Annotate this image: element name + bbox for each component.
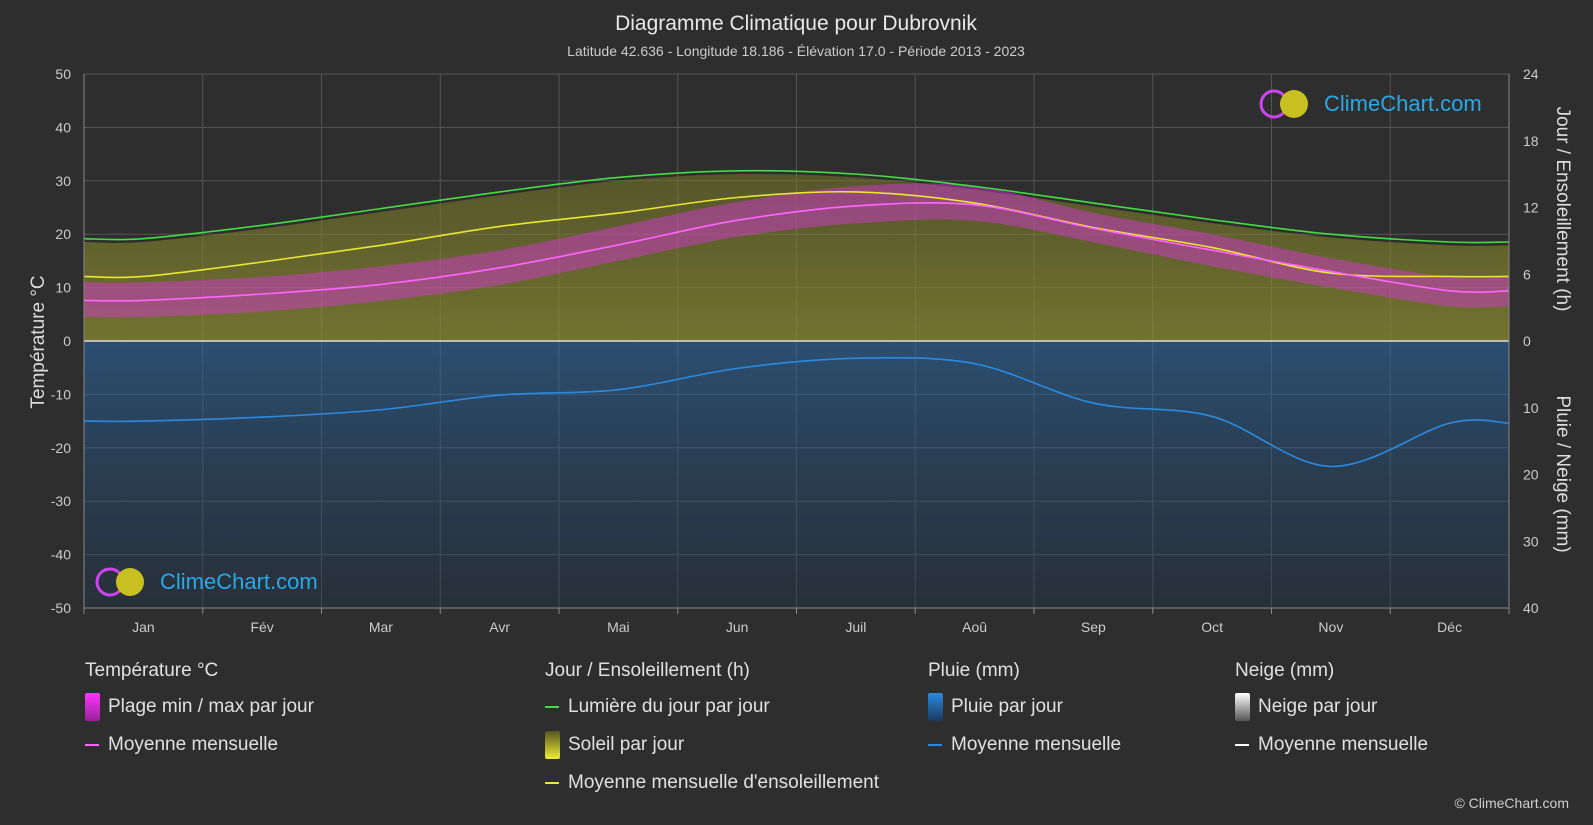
logo-bottom[interactable]: ClimeChart.com	[94, 566, 318, 598]
x-tick-label: Déc	[1437, 619, 1462, 635]
chart-subtitle: Latitude 42.636 - Longitude 18.186 - Élé…	[567, 43, 1025, 59]
rain-mean-swatch	[928, 744, 942, 746]
rain-mean-line	[83, 356, 1510, 468]
chart-title: Diagramme Climatique pour Dubrovnik	[615, 12, 977, 35]
y-right-tick-label: 20	[1523, 467, 1539, 483]
y-tick-label: 20	[55, 226, 71, 242]
y-right-tick-label: 6	[1523, 266, 1531, 282]
y-tick-label: -10	[51, 386, 71, 402]
sun-mean-swatch	[545, 782, 559, 784]
x-tick-label: Mar	[369, 619, 393, 635]
legend-item-rain-daily: Pluie par jour	[928, 688, 1121, 726]
logo-top[interactable]: ClimeChart.com	[1258, 88, 1482, 120]
daylight-line	[83, 169, 1510, 244]
legend-item-temp-mean: Moyenne mensuelle	[85, 726, 314, 764]
x-tick-label: Avr	[489, 619, 510, 635]
logo-text: ClimeChart.com	[1324, 91, 1482, 116]
legend-item-sunshine: Soleil par jour	[545, 726, 879, 764]
sunshine-swatch	[545, 731, 560, 759]
y-right-tick-label: 10	[1523, 400, 1539, 416]
x-tick-label: Nov	[1318, 619, 1343, 635]
y-tick-label: -30	[51, 493, 71, 509]
legend-item-snow-daily: Neige par jour	[1235, 688, 1428, 726]
y-tick-label: -40	[51, 547, 71, 563]
legend-heading: Pluie (mm)	[928, 660, 1020, 681]
rain-daily-area	[84, 341, 1509, 608]
sunshine-daily-area	[84, 173, 1509, 341]
temp-mean-line	[83, 202, 1510, 302]
x-tick-label: Jun	[726, 619, 749, 635]
x-tick-label: Juil	[845, 619, 866, 635]
legend-item-temp-range: Plage min / max par jour	[85, 688, 314, 726]
legend-heading: Neige (mm)	[1235, 660, 1335, 681]
y-tick-label: 30	[55, 173, 71, 189]
y-right-tick-label: 12	[1523, 200, 1539, 216]
climechart-logo-icon	[95, 567, 144, 597]
legend-heading: Jour / Ensoleillement (h)	[545, 660, 750, 681]
legend-item-rain-mean: Moyenne mensuelle	[928, 726, 1121, 764]
x-tick-label: Sep	[1081, 619, 1106, 635]
y-right-tick-label: 18	[1523, 133, 1539, 149]
legend: Température °C Plage min / max par jour …	[0, 660, 1593, 810]
y-tick-label: 50	[55, 66, 71, 82]
right-axis-label-rain: Pluie / Neige (mm)	[1552, 395, 1573, 552]
y-tick-label: 10	[55, 280, 71, 296]
snow-mean-swatch	[1235, 744, 1249, 746]
temp-mean-swatch	[85, 744, 99, 746]
y-right-tick-label: 24	[1523, 66, 1539, 82]
sunshine-mean-line	[83, 190, 1510, 279]
temp-range-swatch	[85, 693, 100, 721]
y-tick-label: 0	[63, 333, 71, 349]
legend-label: Moyenne mensuelle	[108, 734, 279, 755]
x-tick-label: Aoû	[962, 619, 987, 635]
y-right-tick-label: 0	[1523, 333, 1531, 349]
legend-label: Lumière du jour par jour	[568, 696, 770, 717]
logo-text: ClimeChart.com	[160, 569, 318, 594]
rain-swatch	[928, 693, 943, 721]
legend-item-snow-mean: Moyenne mensuelle	[1235, 726, 1428, 764]
x-tick-label: Mai	[607, 619, 630, 635]
y-right-tick-label: 30	[1523, 533, 1539, 549]
daylight-swatch	[545, 706, 559, 708]
climechart-logo-icon	[1259, 89, 1308, 119]
legend-label: Plage min / max par jour	[108, 696, 314, 717]
right-axis-label-sun: Jour / Ensoleillement (h)	[1552, 107, 1573, 312]
y-right-tick-label: 40	[1523, 600, 1539, 616]
legend-label: Soleil par jour	[568, 734, 685, 755]
legend-item-sun-mean: Moyenne mensuelle d'ensoleillement	[545, 764, 879, 802]
copyright: © ClimeChart.com	[1454, 795, 1569, 811]
y-tick-label: 40	[55, 119, 71, 135]
legend-heading: Température °C	[85, 660, 219, 681]
y-tick-label: -20	[51, 440, 71, 456]
legend-temperature: Température °C Plage min / max par jour …	[85, 660, 314, 764]
x-tick-label: Jan	[132, 619, 155, 635]
legend-snow: Neige (mm) Neige par jour Moyenne mensue…	[1235, 660, 1428, 764]
legend-item-daylight: Lumière du jour par jour	[545, 688, 879, 726]
legend-label: Moyenne mensuelle	[1258, 734, 1429, 755]
legend-rain: Pluie (mm) Pluie par jour Moyenne mensue…	[928, 660, 1121, 764]
y-tick-label: -50	[51, 600, 71, 616]
x-tick-label: Oct	[1201, 619, 1223, 635]
snow-swatch	[1235, 693, 1250, 721]
legend-sun: Jour / Ensoleillement (h) Lumière du jou…	[545, 660, 879, 802]
left-axis-label: Température °C	[28, 275, 49, 408]
legend-label: Moyenne mensuelle	[951, 734, 1122, 755]
temp-range-band	[84, 183, 1509, 318]
legend-label: Moyenne mensuelle d'ensoleillement	[568, 772, 879, 793]
x-tick-label: Fév	[250, 619, 273, 635]
legend-label: Neige par jour	[1258, 696, 1378, 717]
legend-label: Pluie par jour	[951, 696, 1063, 717]
